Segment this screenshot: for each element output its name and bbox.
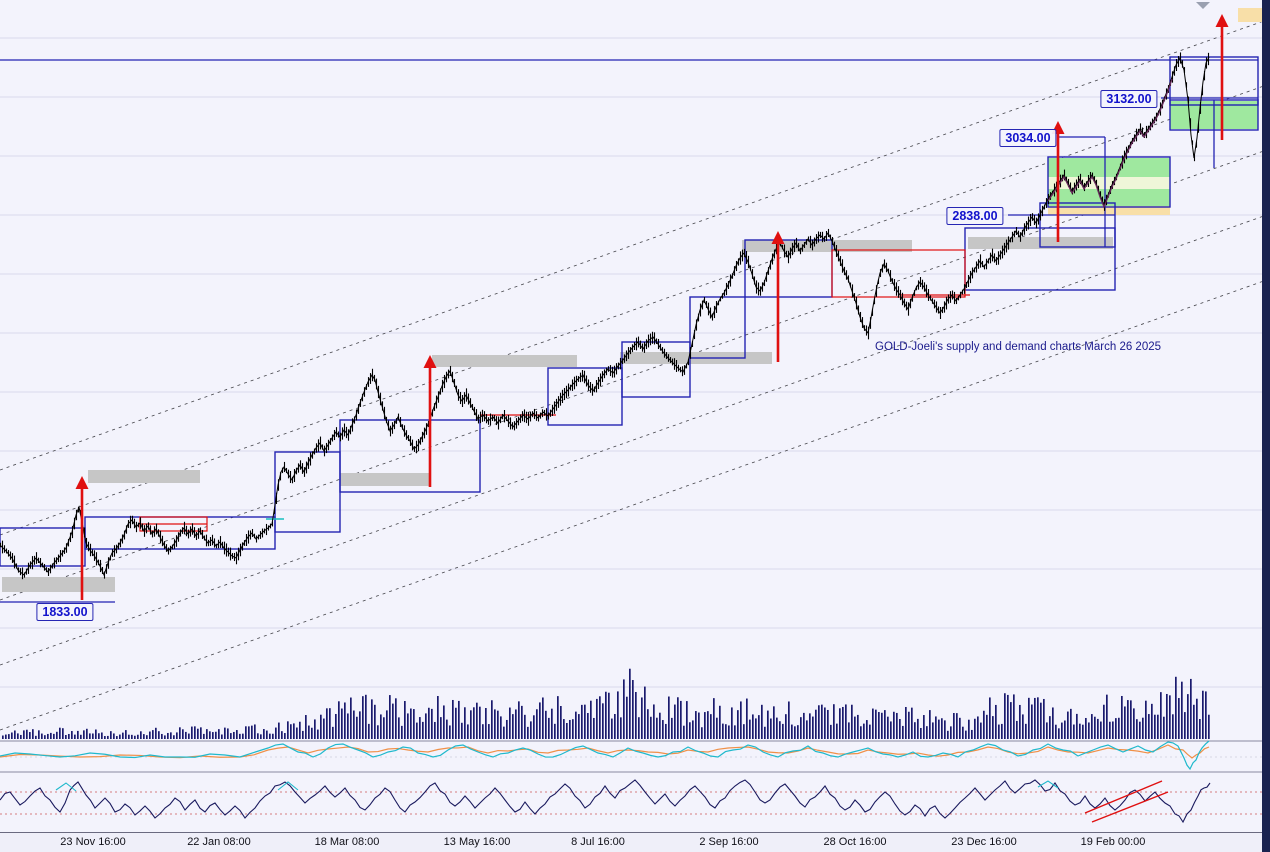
- oscillator-trendline[interactable]: [1084, 780, 1163, 814]
- time-axis-label: 8 Jul 16:00: [571, 836, 625, 848]
- indicator-cyan-line: [0, 740, 1210, 771]
- oscillator-line: [0, 779, 1211, 824]
- demand-zone-box: [1047, 156, 1171, 208]
- volume-bars: [2, 668, 1210, 739]
- chart-annotation-text: GOLD-Joeli's supply and demand charts Ma…: [875, 341, 1162, 353]
- supply-demand-zones[interactable]: [0, 8, 1262, 603]
- oscillator-trendline[interactable]: [1091, 791, 1169, 823]
- supply-zone-gray: [88, 470, 200, 483]
- time-axis-label: 19 Feb 00:00: [1080, 836, 1146, 848]
- demand-zone-box: [339, 419, 481, 493]
- time-axis: 23 Nov 16:00 22 Jan 08:00 18 Mar 08:00 1…: [0, 832, 1262, 852]
- demand-zone-box: [689, 296, 746, 359]
- price-level-label-2838[interactable]: 2838.00: [946, 207, 1004, 225]
- ma-line: [1047, 78, 1173, 209]
- buy-arrow-icon[interactable]: [771, 231, 785, 362]
- buy-arrow-icon[interactable]: [1215, 14, 1229, 140]
- buy-arrow-icon[interactable]: [423, 355, 437, 487]
- time-axis-label: 23 Dec 16:00: [951, 836, 1017, 848]
- zone-tan-strip: [1238, 8, 1262, 22]
- oscillator-signal-segment: [277, 781, 299, 791]
- time-axis-label: 18 Mar 08:00: [314, 836, 380, 848]
- price-level-label-3034[interactable]: 3034.00: [999, 129, 1057, 147]
- buy-arrow-icon[interactable]: [75, 476, 89, 600]
- price-level-label-1833[interactable]: 1833.00: [36, 603, 94, 621]
- indicator-orange-line: [0, 744, 1210, 759]
- scroll-indicator-icon[interactable]: [1196, 2, 1210, 9]
- trend-channel-lines[interactable]: [0, 21, 1262, 731]
- supply-zone-gray: [2, 577, 115, 592]
- oscillator-signal-segment: [55, 782, 77, 792]
- oscillator-signal-segment: [1037, 780, 1059, 789]
- demand-zone-box: [1039, 202, 1116, 248]
- supply-zone-gray: [340, 473, 430, 486]
- zone-tan-strip: [1048, 206, 1170, 215]
- gridlines: [0, 37, 1262, 688]
- time-axis-label: 13 May 16:00: [443, 836, 511, 848]
- supply-zone-gray: [432, 355, 577, 367]
- time-axis-label: 23 Nov 16:00: [60, 836, 126, 848]
- time-axis-label: 22 Jan 08:00: [187, 836, 251, 848]
- price-level-label-3132[interactable]: 3132.00: [1100, 90, 1158, 108]
- time-axis-label: 2 Sep 16:00: [699, 836, 759, 848]
- right-scrollbar-strip[interactable]: [1262, 0, 1270, 852]
- time-axis-label: 28 Oct 16:00: [823, 836, 887, 848]
